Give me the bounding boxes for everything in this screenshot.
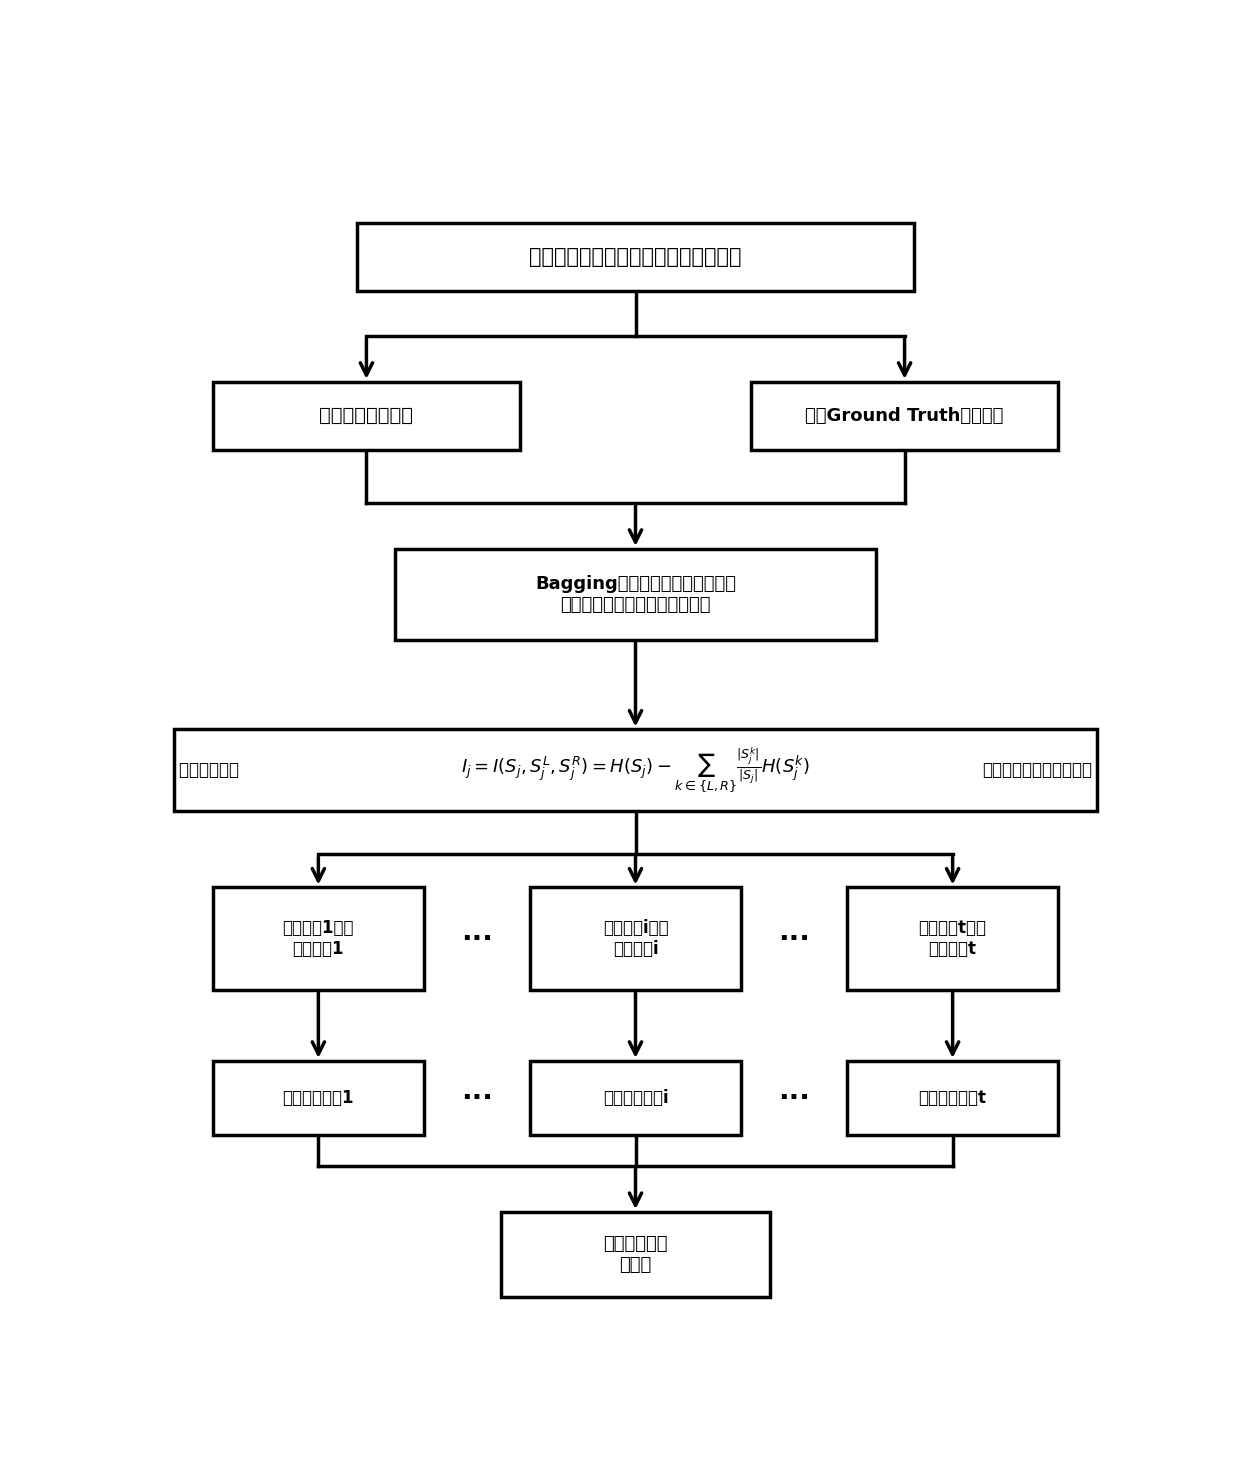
FancyBboxPatch shape <box>501 1212 770 1297</box>
Text: 利用信息增益: 利用信息增益 <box>179 762 244 779</box>
Text: 钢梁裂纹检测
分类器: 钢梁裂纹检测 分类器 <box>603 1235 668 1274</box>
Text: 选择分裂属性和构造分支: 选择分裂属性和构造分支 <box>982 762 1092 779</box>
Text: 决策树分类器i: 决策树分类器i <box>603 1089 668 1107</box>
Text: ···: ··· <box>461 1083 492 1111</box>
FancyBboxPatch shape <box>213 1061 424 1135</box>
Text: 样本Ground Truth裂纹集合: 样本Ground Truth裂纹集合 <box>806 407 1003 425</box>
FancyBboxPatch shape <box>357 223 914 291</box>
FancyBboxPatch shape <box>529 1061 742 1135</box>
Text: 决策树分类器t: 决策树分类器t <box>919 1089 987 1107</box>
FancyBboxPatch shape <box>847 887 1058 990</box>
Text: 决策树分类器1: 决策树分类器1 <box>283 1089 355 1107</box>
FancyBboxPatch shape <box>174 729 1096 812</box>
Text: 随机特征1和分
类标签块1: 随机特征1和分 类标签块1 <box>283 920 355 958</box>
Text: 随机特征t和分
类标签块t: 随机特征t和分 类标签块t <box>919 920 987 958</box>
Text: Bagging算法随机抽取固定维度特
征和固定宽度的分类标签图像块: Bagging算法随机抽取固定维度特 征和固定宽度的分类标签图像块 <box>534 574 737 614</box>
FancyBboxPatch shape <box>751 382 1058 450</box>
Text: $I_j = I(S_j,S_j^L,S_j^R) = H(S_j) - \sum_{k\in\{L,R\}}\frac{|S_j^k|}{|S_j|}H(S_: $I_j = I(S_j,S_j^L,S_j^R) = H(S_j) - \su… <box>461 745 810 796</box>
Text: ···: ··· <box>779 924 810 952</box>
FancyBboxPatch shape <box>213 887 424 990</box>
FancyBboxPatch shape <box>529 887 742 990</box>
Text: ···: ··· <box>779 1083 810 1111</box>
FancyBboxPatch shape <box>396 549 875 639</box>
Text: ···: ··· <box>461 924 492 952</box>
FancyBboxPatch shape <box>213 382 521 450</box>
FancyBboxPatch shape <box>847 1061 1058 1135</box>
Text: 样本候选特征提取: 样本候选特征提取 <box>320 406 413 425</box>
Text: 抽取多幅钢梁图像组成特征训练样本集: 抽取多幅钢梁图像组成特征训练样本集 <box>529 246 742 267</box>
Text: 随机特征i和分
类标签块i: 随机特征i和分 类标签块i <box>603 920 668 958</box>
